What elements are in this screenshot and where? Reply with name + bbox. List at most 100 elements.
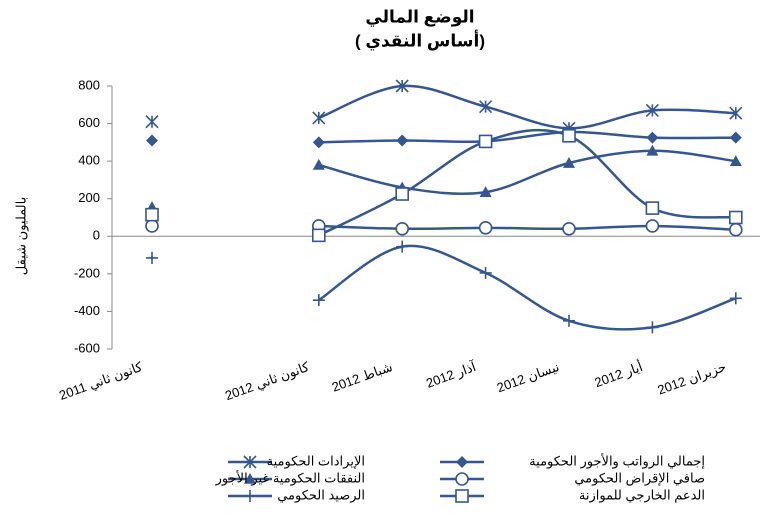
marker-shape bbox=[646, 144, 659, 156]
marker-shape bbox=[645, 103, 659, 117]
marker-shape bbox=[479, 186, 492, 197]
marker-shape bbox=[395, 79, 409, 93]
marker-shape bbox=[563, 314, 575, 327]
x-tick-label: آذار 2012 bbox=[424, 358, 480, 392]
marker-shape bbox=[729, 106, 743, 120]
marker-shape bbox=[729, 131, 742, 144]
series-line bbox=[318, 224, 736, 231]
marker bbox=[478, 221, 493, 235]
marker-shape bbox=[312, 111, 326, 125]
marker bbox=[728, 210, 743, 225]
series-line bbox=[318, 149, 736, 196]
x-tick-label: حزيران 2012 bbox=[655, 359, 728, 399]
y-tick-label: 0 bbox=[93, 228, 100, 243]
x-tick-label: كانون ثاني 2012 bbox=[223, 359, 312, 404]
marker bbox=[729, 292, 742, 305]
y-tick-label: -200 bbox=[74, 265, 100, 280]
marker bbox=[312, 294, 325, 307]
series-line bbox=[318, 244, 737, 331]
marker-shape bbox=[146, 251, 158, 264]
marker-shape bbox=[312, 136, 325, 149]
marker-shape bbox=[645, 201, 660, 215]
chart-subtitle: ( أساس النقدي) bbox=[355, 29, 485, 51]
marker-shape bbox=[478, 134, 493, 149]
marker bbox=[646, 321, 659, 334]
x-tick-label: أيار 2012 bbox=[592, 358, 645, 391]
marker-shape bbox=[395, 221, 410, 236]
y-tick-label: -600 bbox=[74, 340, 100, 355]
marker bbox=[646, 131, 659, 144]
marker-shape bbox=[646, 321, 659, 334]
marker bbox=[562, 221, 576, 236]
marker-shape bbox=[728, 222, 743, 237]
marker-shape bbox=[456, 456, 468, 468]
marker bbox=[563, 157, 575, 168]
legend-label: النفقات الحكومية غير الأجور bbox=[215, 469, 365, 486]
legend-label: إجمالي الرواتب والأجور الحكومية bbox=[529, 452, 705, 469]
y-tick-label: -400 bbox=[74, 303, 100, 318]
marker-shape bbox=[244, 473, 256, 484]
marker-shape bbox=[396, 240, 409, 253]
y-tick-label: 800 bbox=[78, 77, 100, 92]
marker-shape bbox=[395, 187, 410, 201]
marker bbox=[311, 228, 326, 243]
legend-label: صافي الإقراض الحكومي bbox=[574, 470, 705, 486]
marker bbox=[244, 490, 256, 502]
y-axis-label: بالمليون شيقل bbox=[13, 197, 29, 275]
series-line bbox=[318, 84, 736, 130]
marker-shape bbox=[146, 134, 158, 147]
x-tick-label: كانون ثاني 2011 bbox=[57, 359, 145, 404]
marker bbox=[479, 266, 492, 279]
marker-shape bbox=[145, 207, 159, 222]
marker bbox=[146, 134, 158, 147]
marker-shape bbox=[478, 221, 493, 235]
marker bbox=[729, 131, 742, 144]
y-tick-label: 600 bbox=[78, 115, 100, 130]
legend-label: الرصيد الحكومي bbox=[277, 487, 365, 503]
marker-shape bbox=[729, 155, 742, 166]
marker bbox=[395, 187, 410, 201]
marker bbox=[728, 222, 743, 237]
marker-shape bbox=[311, 228, 326, 243]
marker bbox=[395, 79, 409, 93]
series-line bbox=[318, 130, 736, 144]
legend-label: الإيرادات الحكومية bbox=[267, 453, 365, 469]
marker-shape bbox=[145, 115, 159, 129]
chart-title: الوضع المالي bbox=[365, 7, 474, 27]
marker bbox=[456, 456, 468, 468]
y-tick-label: 200 bbox=[78, 190, 100, 205]
marker-shape bbox=[645, 219, 660, 233]
marker bbox=[396, 240, 409, 253]
marker bbox=[395, 221, 410, 236]
marker bbox=[479, 186, 492, 197]
marker-shape bbox=[243, 455, 257, 469]
marker bbox=[145, 219, 159, 233]
marker bbox=[312, 158, 325, 170]
marker bbox=[645, 201, 660, 215]
marker bbox=[396, 134, 409, 147]
marker bbox=[729, 106, 743, 120]
marker-shape bbox=[396, 134, 409, 147]
marker-shape bbox=[563, 157, 575, 168]
marker bbox=[243, 455, 257, 469]
marker bbox=[145, 207, 159, 222]
marker-shape bbox=[479, 266, 492, 279]
y-tick-label: 400 bbox=[78, 153, 100, 168]
marker bbox=[478, 134, 493, 149]
marker-shape bbox=[455, 472, 469, 486]
marker bbox=[455, 472, 469, 486]
marker-shape bbox=[244, 490, 256, 502]
marker-shape bbox=[145, 219, 159, 233]
marker-shape bbox=[729, 292, 742, 305]
marker bbox=[646, 144, 659, 156]
marker bbox=[145, 115, 159, 129]
marker-shape bbox=[728, 210, 743, 225]
marker bbox=[146, 251, 158, 264]
legend-label: الدعم الخارجي للموازنة bbox=[579, 487, 705, 503]
marker bbox=[455, 489, 469, 503]
marker bbox=[312, 111, 326, 125]
marker-shape bbox=[562, 128, 576, 143]
marker-shape bbox=[479, 100, 493, 114]
marker bbox=[312, 136, 325, 149]
